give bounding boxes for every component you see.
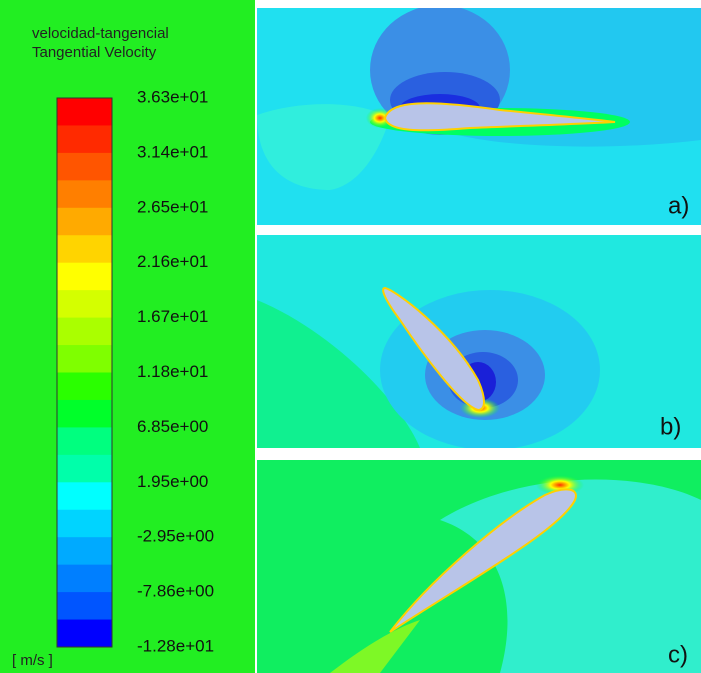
- panel-label: b): [660, 413, 681, 440]
- colorbar-band: [57, 317, 112, 346]
- colorbar-label: 1.18e+01: [137, 362, 208, 381]
- colorbar-label: 2.16e+01: [137, 252, 208, 271]
- panel-label: c): [668, 641, 688, 668]
- colorbar-band: [57, 454, 112, 483]
- colorbar-band: [57, 262, 112, 291]
- colorbar-band: [57, 537, 112, 566]
- colorbar-band: [57, 290, 112, 319]
- colorbar-label: -7.86e+00: [137, 582, 214, 601]
- legend-title-en: Tangential Velocity: [32, 44, 157, 61]
- colorbar: [56, 97, 113, 648]
- colorbar-label: 1.67e+01: [137, 307, 208, 326]
- colorbar-band: [57, 427, 112, 456]
- panel-c: [257, 460, 701, 673]
- colorbar-label: 2.65e+01: [137, 197, 208, 216]
- colorbar-band: [57, 399, 112, 428]
- legend-title-es: velocidad-tangencial: [32, 25, 169, 42]
- colorbar-band: [57, 619, 112, 648]
- panel-label: a): [668, 192, 689, 219]
- colorbar-band: [57, 509, 112, 538]
- legend-background: [0, 0, 255, 673]
- colorbar-frame: [56, 97, 113, 648]
- colorbar-band: [57, 372, 112, 401]
- colorbar-band: [57, 125, 112, 154]
- colorbar-band: [57, 482, 112, 511]
- colorbar-label: 1.95e+00: [137, 472, 208, 491]
- colorbar-band: [57, 592, 112, 621]
- colorbar-label: 6.85e+00: [137, 417, 208, 436]
- panel-b: [257, 235, 701, 448]
- colorbar-label: -1.28e+01: [137, 636, 214, 655]
- unit: [ m/s ]: [12, 652, 53, 669]
- colorbar-band: [57, 345, 112, 373]
- colorbar-band: [57, 207, 112, 236]
- colorbar-band: [57, 180, 112, 209]
- colorbar-label: 3.63e+01: [137, 87, 208, 106]
- colorbar-band: [57, 98, 112, 126]
- colorbar-band: [57, 564, 112, 593]
- colorbar-labels: 3.63e+01 3.14e+01 2.65e+01 2.16e+01 1.67e+01…: [137, 87, 214, 655]
- panel-a: [257, 8, 701, 225]
- colorbar-label: 3.14e+01: [137, 142, 208, 161]
- colorbar-label: -2.95e+00: [137, 527, 214, 546]
- colorbar-band: [57, 152, 112, 181]
- colorbar-band: [57, 235, 112, 264]
